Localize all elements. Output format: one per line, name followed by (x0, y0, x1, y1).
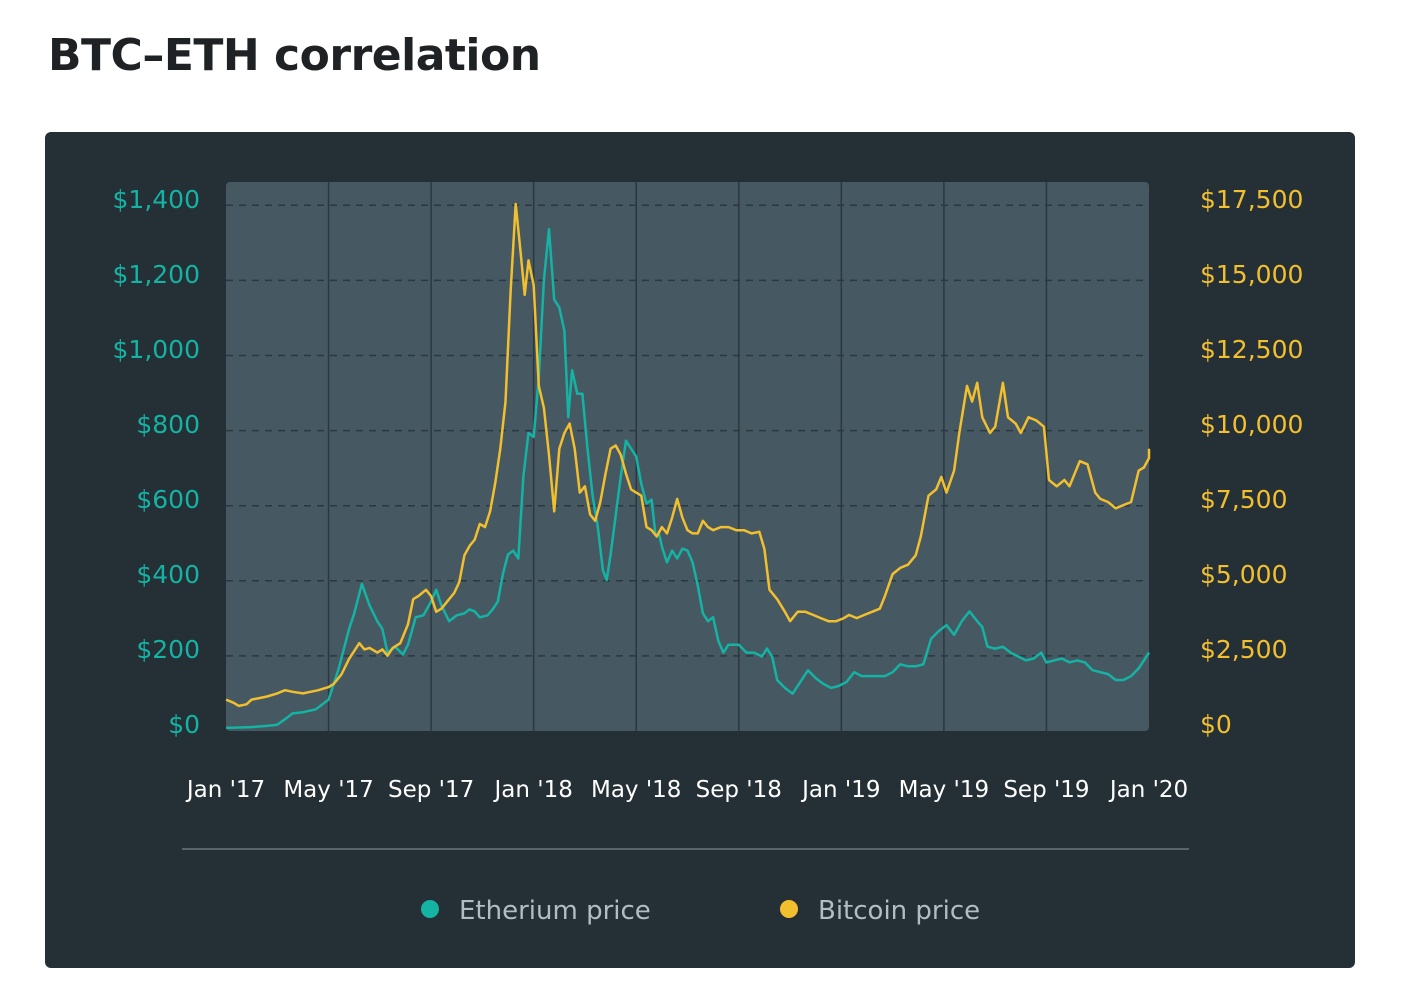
x-tick-label: Sep '19 (1003, 777, 1089, 803)
right-y-tick-label: $17,500 (1200, 185, 1303, 214)
left-y-tick-label: $800 (136, 410, 200, 439)
left-y-tick-label: $1,400 (113, 185, 200, 214)
bitcoin-price-line (225, 202, 1151, 708)
left-y-axis: $0 $200 $400 $600 $800 $1,000 $1,200 $1,400 (113, 185, 200, 739)
plot-area (226, 182, 1149, 731)
right-y-axis: $0 $2,500 $5,000 $7,500 $10,000 $12,500 $15,00… (1200, 185, 1303, 739)
right-y-tick-label: $5,000 (1200, 560, 1287, 589)
bitcoin-legend-marker (780, 900, 798, 918)
left-y-tick-label: $200 (136, 635, 200, 664)
x-tick-label: May '19 (899, 777, 989, 803)
left-y-tick-label: $600 (136, 485, 200, 514)
right-y-tick-label: $15,000 (1200, 260, 1303, 289)
right-y-tick-label: $10,000 (1200, 410, 1303, 439)
left-y-tick-label: $1,000 (113, 335, 200, 364)
etherium-legend-label: Etherium price (459, 896, 651, 926)
x-tick-label: Sep '17 (388, 777, 474, 803)
chart-card: $0 $200 $400 $600 $800 $1,000 $1,200 $1,400 $0 $… (45, 132, 1355, 968)
x-tick-label: May '18 (591, 777, 681, 803)
left-y-tick-label: $1,200 (113, 260, 200, 289)
x-axis: Jan '17 May '17 Sep '17 Jan '18 May '18 Sep '… (185, 777, 1188, 803)
legend: Etherium price Bitcoin price (421, 896, 980, 926)
right-y-tick-label: $12,500 (1200, 335, 1303, 364)
right-y-tick-label: $0 (1200, 710, 1232, 739)
x-tick-label: Jan '17 (185, 777, 265, 803)
series-lines (225, 202, 1151, 730)
left-y-tick-label: $0 (168, 710, 200, 739)
x-tick-label: Sep '18 (696, 777, 782, 803)
x-tick-label: Jan '20 (1108, 777, 1188, 803)
chart-svg: $0$200$400$600$800$1,000$1,200$1,400 $0$… (113, 182, 1303, 926)
page-title: BTC–ETH correlation (48, 30, 541, 81)
x-tick-label: May '17 (283, 777, 373, 803)
bitcoin-legend-label: Bitcoin price (818, 896, 980, 926)
left-y-tick-label: $400 (136, 560, 200, 589)
etherium-legend-marker (421, 900, 439, 918)
x-tick-label: Jan '18 (492, 777, 572, 803)
x-tick-label: Jan '19 (800, 777, 880, 803)
etherium-price-line (225, 227, 1151, 730)
right-y-tick-label: $7,500 (1200, 485, 1287, 514)
right-y-tick-label: $2,500 (1200, 635, 1287, 664)
